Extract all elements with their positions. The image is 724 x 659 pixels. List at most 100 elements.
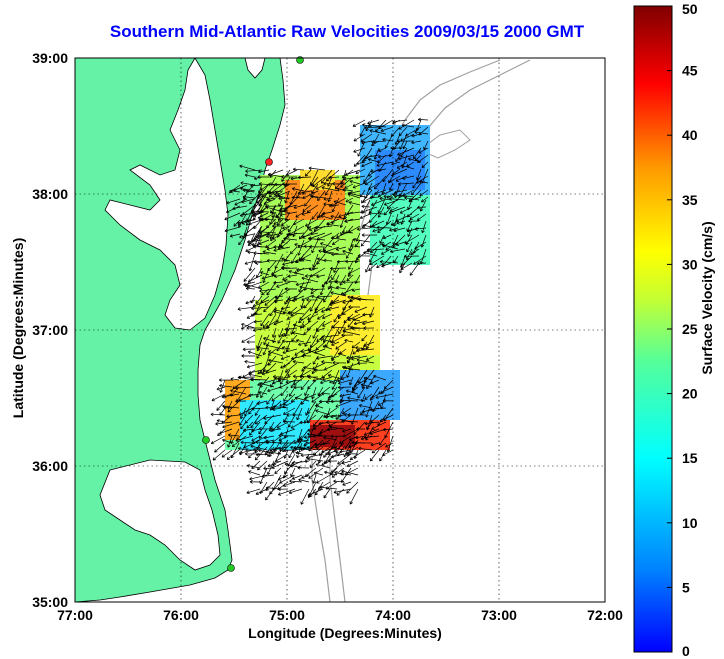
velocity-arrow xyxy=(240,440,254,445)
velocity-arrow xyxy=(364,154,380,160)
velocity-arrow xyxy=(301,276,319,283)
velocity-arrow xyxy=(295,211,305,218)
velocity-arrow xyxy=(291,195,305,200)
velocity-arrow xyxy=(266,393,275,405)
velocity-arrow xyxy=(419,199,427,212)
station-marker xyxy=(265,158,273,166)
velocity-arrow xyxy=(384,421,394,439)
velocity-arrow xyxy=(231,435,247,447)
velocity-arrow xyxy=(249,377,268,382)
velocity-arrow xyxy=(249,479,261,484)
velocity-arrow xyxy=(302,204,312,212)
velocity-arrow xyxy=(290,306,305,317)
ytick-label: 38:00 xyxy=(32,186,68,202)
velocity-arrow xyxy=(290,246,298,255)
velocity-arrow xyxy=(324,470,338,476)
x-axis-label: Longitude (Degrees:Minutes) xyxy=(248,625,442,641)
colorbar-tick-label: 50 xyxy=(682,1,698,17)
velocity-arrow xyxy=(359,213,371,220)
velocity-arrow xyxy=(414,227,427,231)
velocity-arrow xyxy=(320,214,333,220)
velocity-arrow xyxy=(283,279,298,283)
velocity-arrow xyxy=(307,457,324,462)
velocity-arrow xyxy=(301,257,312,262)
velocity-arrow xyxy=(246,326,262,330)
velocity-arrow xyxy=(287,313,298,320)
velocity-arrow xyxy=(356,227,371,231)
velocity-arrow xyxy=(245,299,256,305)
colorbar-tick-label: 20 xyxy=(682,386,698,402)
velocity-arrow xyxy=(398,119,415,130)
velocity-arrow xyxy=(300,232,319,239)
velocity-arrow xyxy=(281,257,291,262)
velocity-arrow xyxy=(306,374,324,381)
velocity-arrow xyxy=(382,168,394,183)
velocity-arrow xyxy=(358,403,373,409)
velocity-arrow xyxy=(377,220,392,234)
velocity-arrow xyxy=(369,129,387,135)
velocity-arrow xyxy=(380,248,392,255)
velocity-arrow xyxy=(331,341,340,346)
velocity-arrow xyxy=(310,287,326,292)
velocity-arrow xyxy=(273,219,283,225)
velocity-arrow xyxy=(388,206,406,214)
colorbar-tick-label: 25 xyxy=(682,321,698,337)
velocity-arrow xyxy=(366,248,385,252)
velocity-arrow xyxy=(333,200,347,206)
velocity-arrow xyxy=(242,428,254,433)
velocity-arrow xyxy=(256,345,270,350)
grid xyxy=(75,58,605,602)
velocity-arrow xyxy=(377,206,385,218)
colorbar-tick-label: 5 xyxy=(682,579,690,595)
velocity-arrow xyxy=(327,306,340,311)
velocity-arrow xyxy=(357,386,366,399)
velocity-arrow xyxy=(361,376,368,389)
velocity-arrow xyxy=(389,175,401,183)
velocity-arrow xyxy=(314,306,326,314)
velocity-arrow xyxy=(236,219,255,225)
velocity-arrow xyxy=(281,233,290,244)
velocity-arrow xyxy=(376,225,392,230)
velocity-arrow xyxy=(363,376,373,381)
velocity-arrow xyxy=(306,204,319,213)
velocity-arrow xyxy=(244,173,256,178)
velocity-arrow xyxy=(353,154,366,167)
velocity-arrow xyxy=(230,389,247,395)
velocity-arrow xyxy=(272,407,282,412)
velocity-arrow xyxy=(251,435,261,442)
velocity-arrow xyxy=(266,258,284,263)
velocity-arrow xyxy=(346,211,361,216)
velocity-arrow xyxy=(406,241,413,253)
velocity-arrow xyxy=(362,312,375,317)
velocity-arrow xyxy=(337,453,352,465)
velocity-arrow xyxy=(293,204,305,210)
velocity-arrow xyxy=(263,299,277,313)
velocity-arrow xyxy=(348,305,360,309)
velocity-arrow xyxy=(336,313,347,318)
velocity-arrow xyxy=(313,471,324,476)
velocity-arrow xyxy=(324,362,340,371)
velocity-arrow xyxy=(284,191,290,204)
velocity-arrow xyxy=(304,218,319,227)
velocity-arrow xyxy=(262,320,270,329)
velocity-arrow xyxy=(268,358,284,364)
velocity-arrow xyxy=(317,313,326,320)
velocity-arrow xyxy=(310,294,326,301)
velocity-arrow xyxy=(327,374,345,381)
velocity-arrow xyxy=(260,386,268,399)
velocity-arrow xyxy=(221,393,240,399)
velocity-arrow xyxy=(249,190,263,205)
velocity-arrow xyxy=(323,197,333,201)
velocity-arrow xyxy=(321,391,331,396)
velocity-arrow xyxy=(321,274,333,288)
velocity-arrow xyxy=(248,470,261,476)
velocity-arrow xyxy=(355,168,366,175)
velocity-vectors xyxy=(210,117,429,505)
velocity-arrow xyxy=(363,435,380,440)
velocity-arrow xyxy=(309,295,319,312)
velocity-arrow xyxy=(216,400,226,411)
velocity-arrow xyxy=(323,488,331,499)
velocity-arrow xyxy=(318,399,331,404)
velocity-arrow xyxy=(347,295,361,301)
velocity-arrow xyxy=(285,299,298,303)
